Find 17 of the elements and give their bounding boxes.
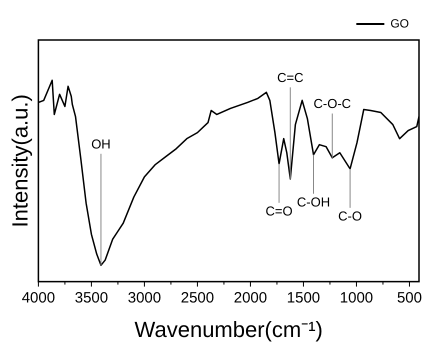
x-tick-label: 3000 [128,290,162,307]
x-tick-label: 1000 [340,290,374,307]
x-tick-label: 500 [396,290,422,307]
x-tick-label: 4000 [22,290,56,307]
y-axis-title: Intensity(a.u.) [7,94,32,228]
annotation: C=C [277,70,304,85]
x-tick-label: 3500 [74,290,108,307]
annotation: C-O-C [314,96,352,112]
x-axis-title: Wavenumber(cm⁻¹) [134,316,323,342]
annotation: C-OH [296,194,330,210]
x-tick-label: 1500 [286,290,320,307]
x-tick-label: 2500 [180,290,214,307]
x-tick-label: 2000 [234,290,268,307]
legend-label: GO [390,16,410,30]
annotation: C-O [338,208,362,224]
annotation: C=O [266,203,293,218]
annotation: OH [91,136,111,152]
